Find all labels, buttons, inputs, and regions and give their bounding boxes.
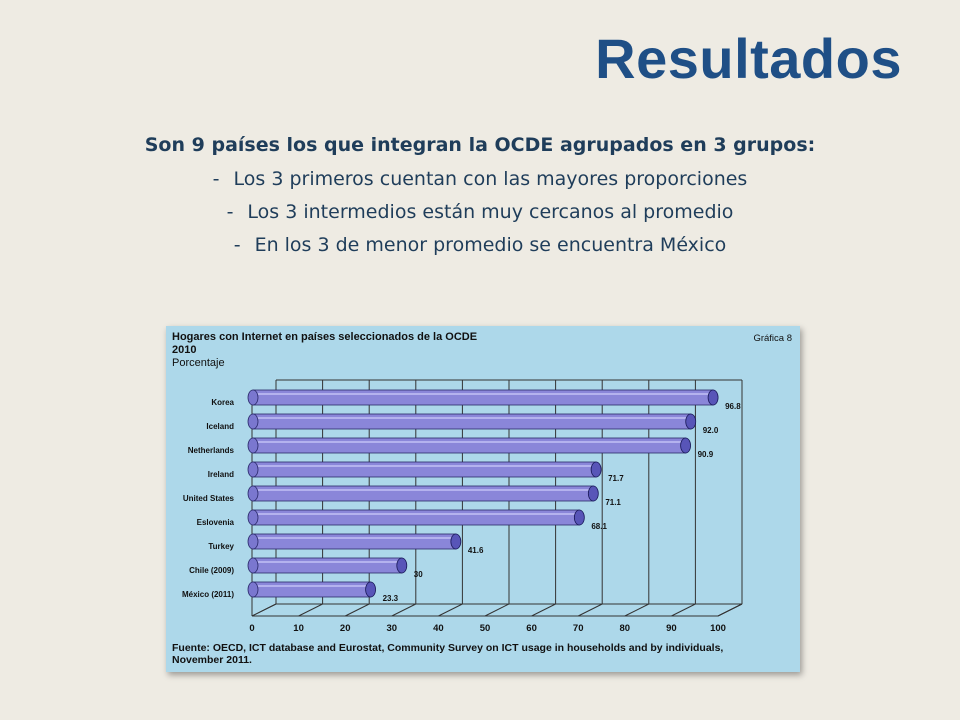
category-label: Ireland xyxy=(208,470,234,479)
bar-body xyxy=(252,413,692,430)
bar-end-cap xyxy=(707,389,719,406)
gridline-floor xyxy=(717,603,743,617)
x-tick-label: 80 xyxy=(620,623,631,634)
bullet-item-1: - Los 3 primeros cuentan con las mayores … xyxy=(0,168,960,190)
x-tick-label: 60 xyxy=(526,623,537,634)
bar-start-cap xyxy=(247,485,259,502)
value-label: 41.6 xyxy=(468,546,484,555)
x-tick-label: 40 xyxy=(433,623,444,634)
bullet-marker: - xyxy=(226,201,234,223)
bullet-text: En los 3 de menor promedio se encuentra … xyxy=(254,234,727,256)
chart-figure-ref: Gráfica 8 xyxy=(753,333,792,344)
bar-end-cap xyxy=(573,509,585,526)
x-tick-label: 50 xyxy=(480,623,491,634)
value-label: 71.7 xyxy=(608,474,624,483)
chart-source: Fuente: OECD, ICT database and Eurostat,… xyxy=(172,642,724,666)
category-label: Eslovenia xyxy=(197,518,235,527)
bar-8: México (2011) 23.3 xyxy=(182,581,399,603)
bar-body xyxy=(252,437,686,454)
bar-body xyxy=(252,581,371,598)
lead-text: Son 9 países los que integran la OCDE ag… xyxy=(144,134,816,156)
bar-end-cap xyxy=(365,581,376,598)
bullet-item-3: - En los 3 de menor promedio se encuentra… xyxy=(0,234,960,256)
bullet-marker: - xyxy=(212,168,220,190)
bar-end-cap xyxy=(590,461,602,478)
value-label: 30 xyxy=(414,570,423,579)
bar-2: Netherlands 90.9 xyxy=(188,437,714,459)
bar-start-cap xyxy=(247,581,259,598)
bar-body xyxy=(252,389,714,406)
chart-unit-label: Porcentaje xyxy=(172,357,225,369)
bar-3: Ireland 71.7 xyxy=(208,461,624,483)
bar-5: Eslovenia 68.1 xyxy=(197,509,607,531)
bullet-item-2: - Los 3 intermedios están muy cercanos al… xyxy=(0,201,960,223)
bar-body xyxy=(252,557,403,574)
bar-end-cap xyxy=(680,437,691,454)
bar-body xyxy=(252,509,580,526)
bar-body xyxy=(252,461,597,478)
x-tick-label: 0 xyxy=(249,623,254,634)
category-label: United States xyxy=(183,494,235,503)
bar-end-cap xyxy=(396,557,408,574)
bar-end-cap xyxy=(587,485,599,502)
value-label: 90.9 xyxy=(698,450,714,459)
value-label: 71.1 xyxy=(605,498,621,507)
gridline-floor xyxy=(298,603,323,617)
bar-7: Chile (2009) 30 xyxy=(189,557,423,579)
bullet-text: Los 3 intermedios están muy cercanos al … xyxy=(247,201,734,223)
gridline-floor xyxy=(251,603,277,617)
x-tick-label: 90 xyxy=(666,623,677,634)
bar-0: Korea 96.8 xyxy=(211,389,741,411)
bar-body xyxy=(252,485,594,502)
bar-end-cap xyxy=(450,533,462,550)
category-label: Netherlands xyxy=(188,446,235,455)
gridline-floor xyxy=(344,603,370,617)
bar-start-cap xyxy=(247,461,259,478)
slide-body: Son 9 países los que integran la OCDE ag… xyxy=(0,134,960,267)
bar-chart: 0 10 20 30 40 50 60 70 80 90 100 Korea 96.8 Iceland 92… xyxy=(182,379,743,634)
gridline-floor xyxy=(391,603,417,617)
x-tick-label: 20 xyxy=(340,623,351,634)
x-tick-label: 30 xyxy=(387,623,398,634)
value-label: 23.3 xyxy=(383,594,399,603)
gridline-floor xyxy=(484,603,510,617)
bullet-text: Los 3 primeros cuentan con las mayores p… xyxy=(233,168,748,190)
bar-start-cap xyxy=(247,533,259,550)
value-label: 92.0 xyxy=(703,426,719,435)
category-label: México (2011) xyxy=(182,590,234,599)
gridline-floor xyxy=(577,603,603,617)
category-label: Korea xyxy=(211,398,234,407)
chart-card: 0 10 20 30 40 50 60 70 80 90 100 Korea 96.8 Iceland 92… xyxy=(166,326,800,672)
gridline-floor xyxy=(671,603,696,617)
bar-body xyxy=(252,533,457,550)
category-label: Iceland xyxy=(206,422,234,431)
x-tick-label: 70 xyxy=(573,623,584,634)
chart-year: 2010 xyxy=(172,344,197,356)
gridline-floor xyxy=(624,603,650,617)
chart-title: Hogares con Internet en países seleccion… xyxy=(172,331,478,343)
bar-end-cap xyxy=(685,413,697,430)
bar-6: Turkey 41.6 xyxy=(208,533,484,555)
category-label: Turkey xyxy=(208,542,234,551)
bullet-marker: - xyxy=(233,234,241,256)
bar-start-cap xyxy=(247,389,259,406)
x-tick-label: 100 xyxy=(710,623,726,634)
bar-4: United States 71.1 xyxy=(183,485,621,507)
category-label: Chile (2009) xyxy=(189,566,234,575)
bar-1: Iceland 92.0 xyxy=(206,413,719,435)
bar-start-cap xyxy=(247,509,259,526)
x-tick-label: 10 xyxy=(293,623,304,634)
bar-start-cap xyxy=(247,437,259,454)
slide-title: Resultados xyxy=(595,27,902,90)
bar-start-cap xyxy=(247,557,259,574)
value-label: 68.1 xyxy=(591,522,607,531)
gridline-floor xyxy=(531,603,556,617)
bar-start-cap xyxy=(247,413,259,430)
gridline-floor xyxy=(438,603,463,617)
value-label: 96.8 xyxy=(725,402,741,411)
